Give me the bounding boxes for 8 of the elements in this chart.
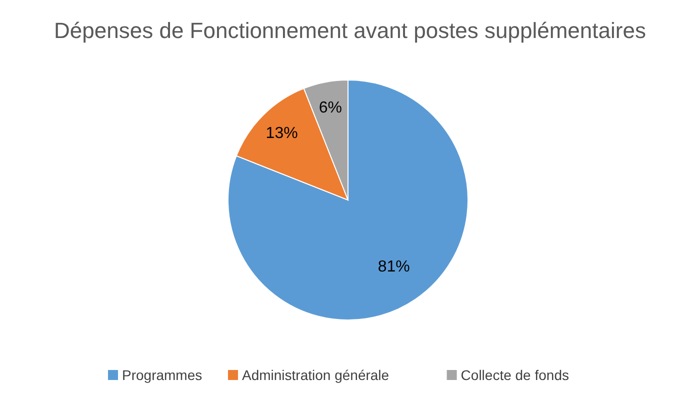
data-label: 13% bbox=[266, 125, 298, 142]
legend-label: Administration générale bbox=[242, 367, 390, 383]
legend-label: Programmes bbox=[122, 367, 202, 383]
data-label: 6% bbox=[318, 99, 342, 116]
legend-label: Collecte de fonds bbox=[460, 367, 569, 383]
data-label: 81% bbox=[378, 258, 410, 276]
chart-title: Dépenses de Fonctionnement avant postes supplémentaires bbox=[54, 18, 646, 43]
pie-slice bbox=[228, 80, 468, 320]
